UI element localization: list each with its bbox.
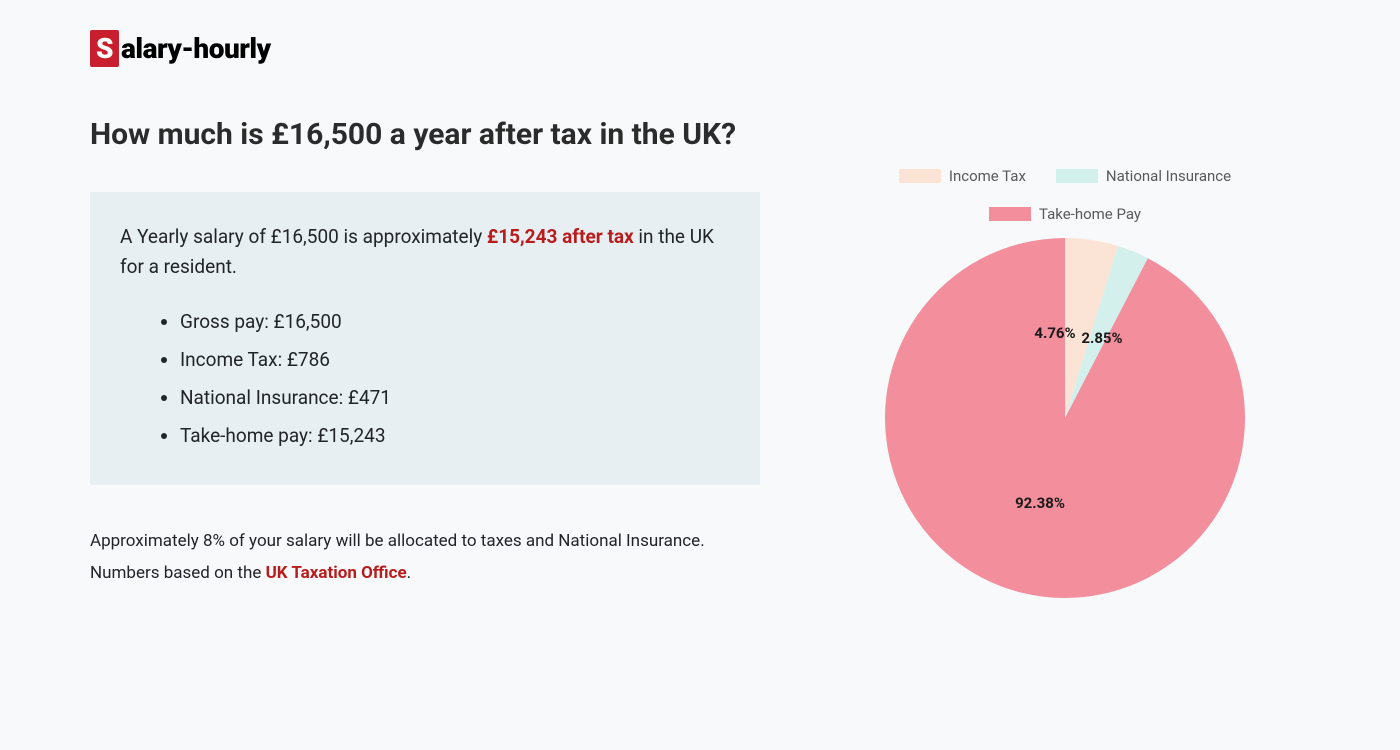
breakdown-item: National Insurance: £471 <box>180 379 730 417</box>
page-container: Salary-hourly How much is £16,500 a year… <box>0 0 1400 628</box>
page-heading: How much is £16,500 a year after tax in … <box>90 117 760 152</box>
logo-badge: S <box>90 30 119 67</box>
breakdown-item: Gross pay: £16,500 <box>180 303 730 341</box>
footer-line1: Approximately 8% of your salary will be … <box>90 531 705 551</box>
legend-swatch <box>989 207 1031 221</box>
legend-label: Income Tax <box>949 167 1026 185</box>
breakdown-item: Income Tax: £786 <box>180 341 730 379</box>
legend-swatch <box>1056 169 1098 183</box>
breakdown-item: Take-home pay: £15,243 <box>180 417 730 455</box>
summary-text: A Yearly salary of £16,500 is approximat… <box>120 222 730 283</box>
pie-slice <box>885 238 1245 598</box>
footer-text: Approximately 8% of your salary will be … <box>90 525 760 590</box>
logo-text: alary-hourly <box>121 32 271 65</box>
left-column: How much is £16,500 a year after tax in … <box>90 117 760 598</box>
summary-prefix: A Yearly salary of £16,500 is approximat… <box>120 225 487 248</box>
site-logo: Salary-hourly <box>90 30 1310 67</box>
pie-chart: 4.76% 2.85% 92.38% <box>885 238 1245 598</box>
footer-line2-prefix: Numbers based on the <box>90 563 266 583</box>
breakdown-list: Gross pay: £16,500 Income Tax: £786 Nati… <box>120 303 730 455</box>
legend-swatch <box>899 169 941 183</box>
pie-pct-label: 4.76% <box>1034 324 1075 342</box>
main-row: How much is £16,500 a year after tax in … <box>90 117 1310 598</box>
legend-item: Take-home Pay <box>989 205 1141 223</box>
legend-item: Income Tax <box>899 167 1026 185</box>
right-column: Income Tax National Insurance Take-home … <box>820 117 1310 598</box>
legend-item: National Insurance <box>1056 167 1231 185</box>
summary-highlight: £15,243 after tax <box>487 225 634 248</box>
legend-label: National Insurance <box>1106 167 1231 185</box>
footer-line2-suffix: . <box>407 563 411 583</box>
summary-box: A Yearly salary of £16,500 is approximat… <box>90 192 760 485</box>
pie-svg <box>885 238 1245 598</box>
legend-label: Take-home Pay <box>1039 205 1141 223</box>
pie-pct-label: 2.85% <box>1081 329 1122 347</box>
tax-office-link[interactable]: UK Taxation Office <box>266 563 407 583</box>
pie-pct-label: 92.38% <box>1015 494 1065 512</box>
chart-legend: Income Tax National Insurance Take-home … <box>865 167 1265 223</box>
